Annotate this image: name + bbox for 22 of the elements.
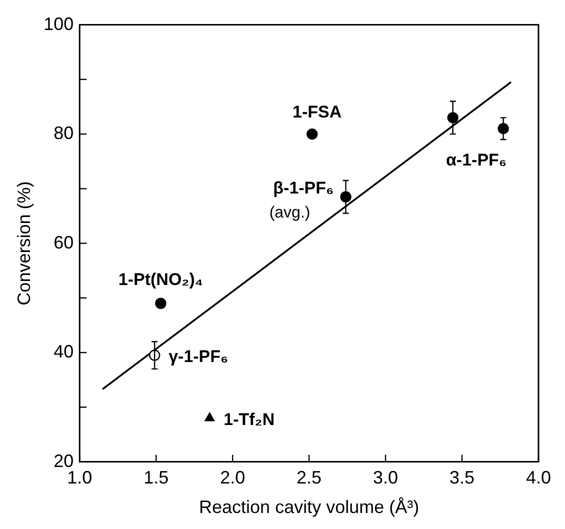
x-tick-label: 2.0 [220, 468, 246, 488]
series-label: 1-Pt(NO₂)₄ [118, 270, 203, 290]
y-tick-label: 80 [54, 123, 74, 144]
y-tick-label: 60 [54, 232, 74, 252]
series-label: α-1-PF₆ [446, 150, 507, 170]
point [204, 412, 215, 422]
x-tick-label: 4.0 [526, 468, 552, 488]
x-tick-label: 3.5 [449, 468, 475, 488]
point [306, 128, 318, 140]
x-axis-title: Reaction cavity volume (Å³) [199, 497, 420, 518]
x-tick-label: 2.5 [296, 468, 322, 488]
series-label: β-1-PF₆ [273, 178, 334, 198]
series-label: γ-1-PF₆ [168, 346, 228, 366]
point [155, 298, 166, 309]
annotation: (avg.) [269, 204, 310, 222]
series-label: 1-Tf₂N [224, 410, 275, 429]
series-label: 1-FSA [292, 102, 342, 122]
y-tick-label: 40 [54, 342, 74, 362]
y-tick-label: 100 [44, 14, 74, 34]
x-tick-label: 1.5 [144, 468, 169, 488]
x-tick-label: 3.0 [373, 468, 398, 488]
y-axis-title: Conversion (%) [14, 181, 34, 306]
